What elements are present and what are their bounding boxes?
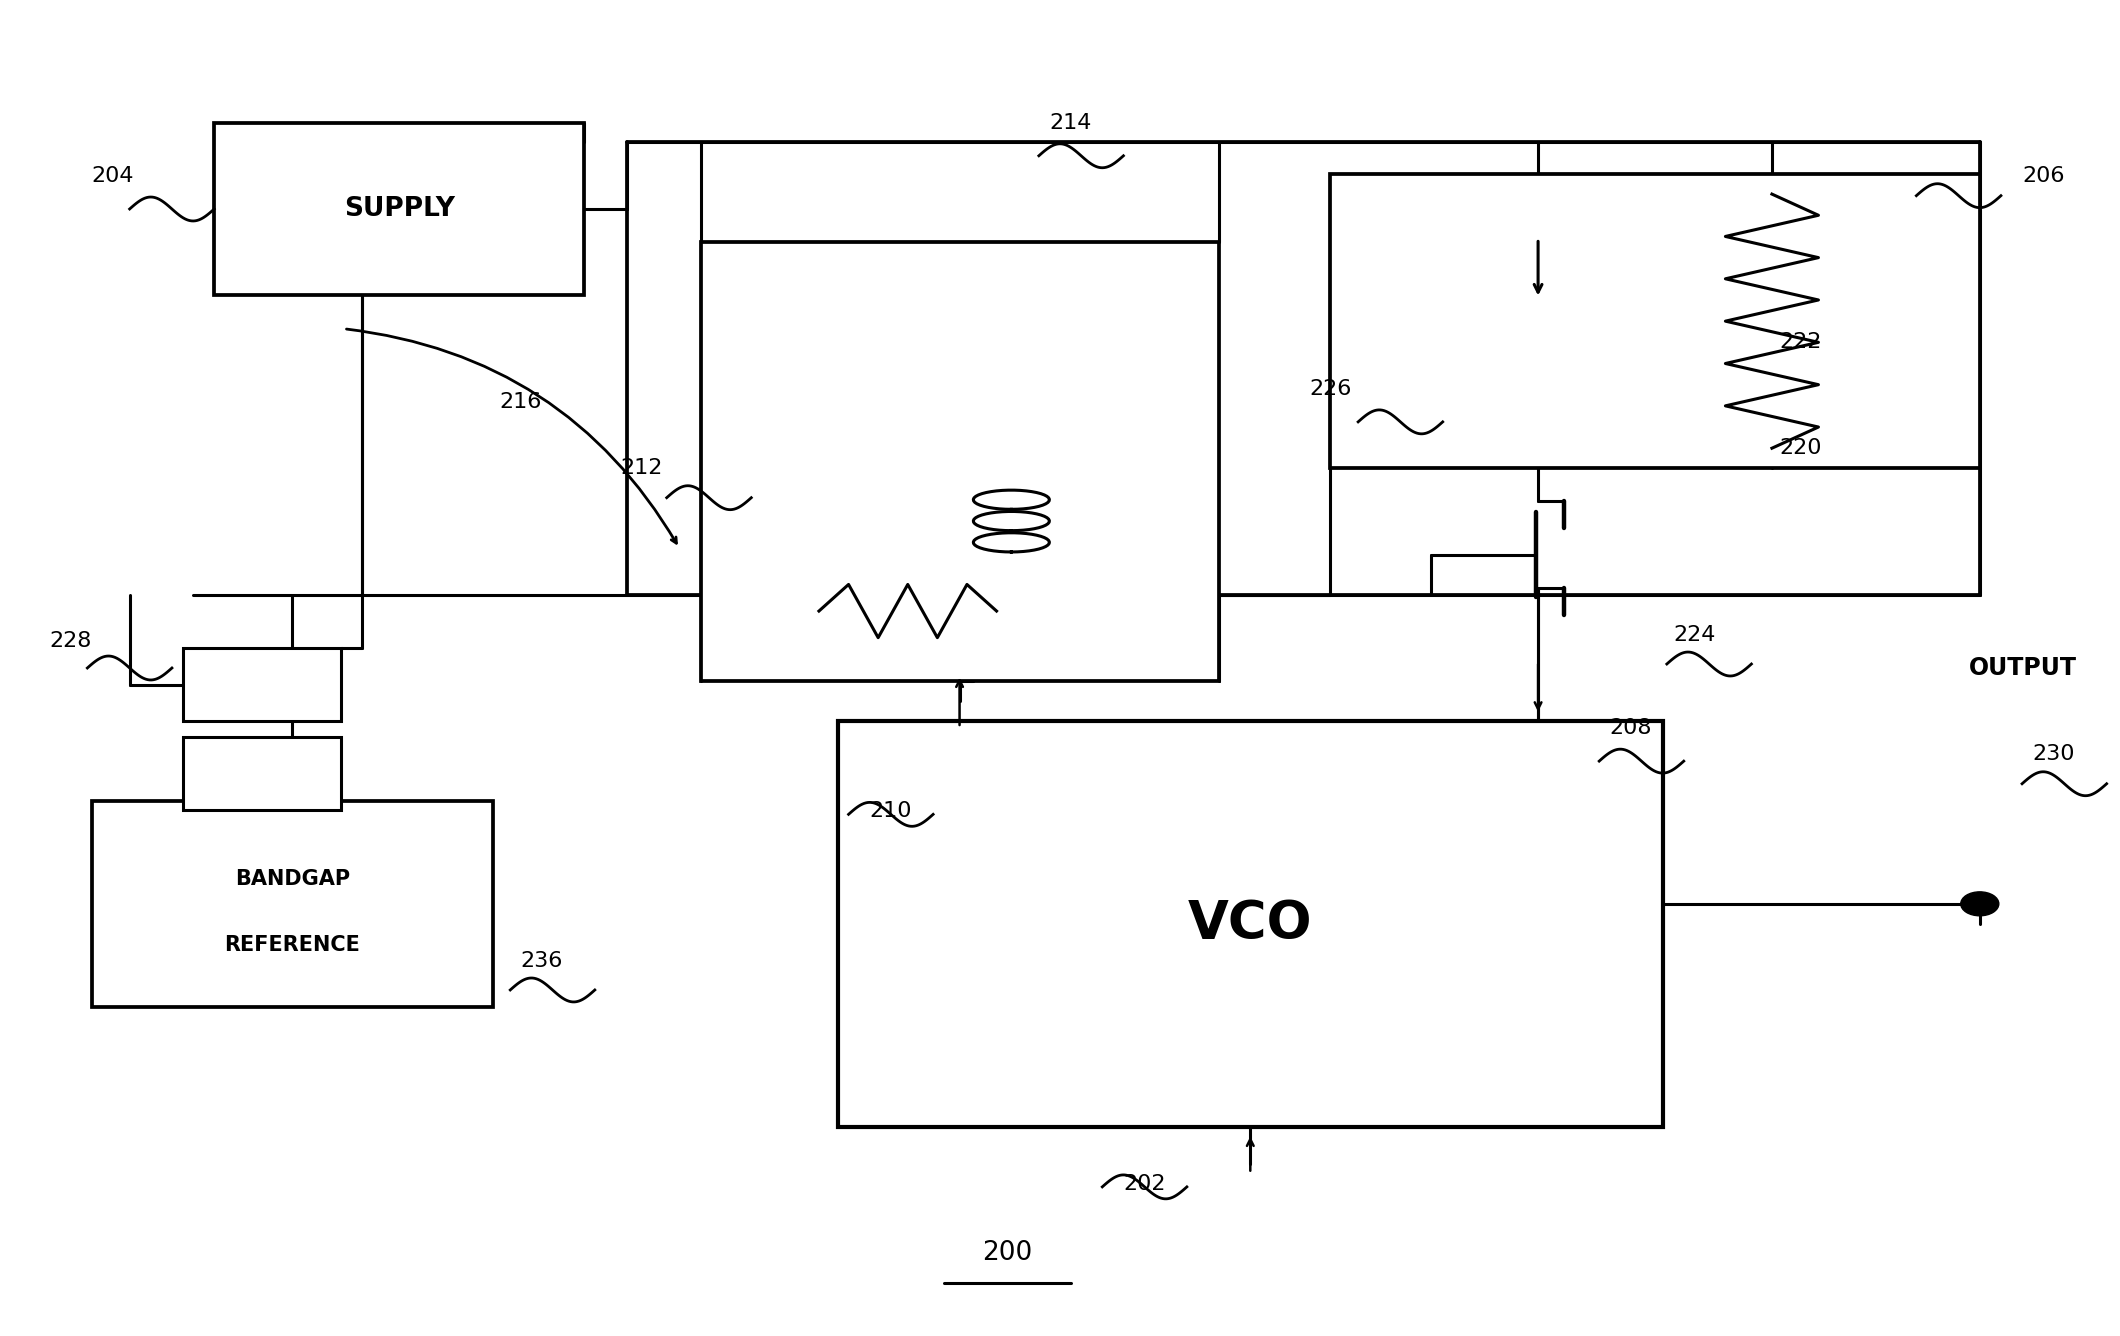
Text: OUTPUT: OUTPUT	[1969, 656, 2078, 680]
Text: 214: 214	[1049, 112, 1092, 132]
Text: 202: 202	[1124, 1173, 1166, 1193]
Text: 208: 208	[1609, 717, 1651, 737]
Bar	[214, 123, 585, 295]
Text: 210: 210	[869, 802, 912, 822]
Text: BANDGAP: BANDGAP	[235, 870, 350, 890]
Text: SUPPLY: SUPPLY	[343, 196, 454, 222]
Text: 228: 228	[49, 632, 91, 652]
Bar	[837, 721, 1662, 1128]
Bar	[182, 648, 341, 721]
Circle shape	[1961, 892, 1999, 915]
Text: 216: 216	[500, 391, 543, 411]
Text: 200: 200	[982, 1240, 1032, 1267]
Text: VCO: VCO	[1187, 898, 1312, 950]
Text: 206: 206	[2022, 166, 2065, 186]
Text: 226: 226	[1310, 378, 1353, 398]
Bar	[182, 737, 341, 811]
Text: 220: 220	[1779, 438, 1821, 458]
Text: REFERENCE: REFERENCE	[225, 935, 360, 955]
Text: 204: 204	[91, 166, 134, 186]
Text: 222: 222	[1779, 333, 1821, 353]
Bar	[1329, 174, 1980, 468]
Text: 230: 230	[2033, 744, 2075, 764]
Text: 224: 224	[1673, 625, 1715, 645]
Text: 236: 236	[522, 951, 564, 971]
Bar	[91, 802, 494, 1007]
Text: 212: 212	[621, 458, 661, 478]
Bar	[700, 242, 1219, 681]
